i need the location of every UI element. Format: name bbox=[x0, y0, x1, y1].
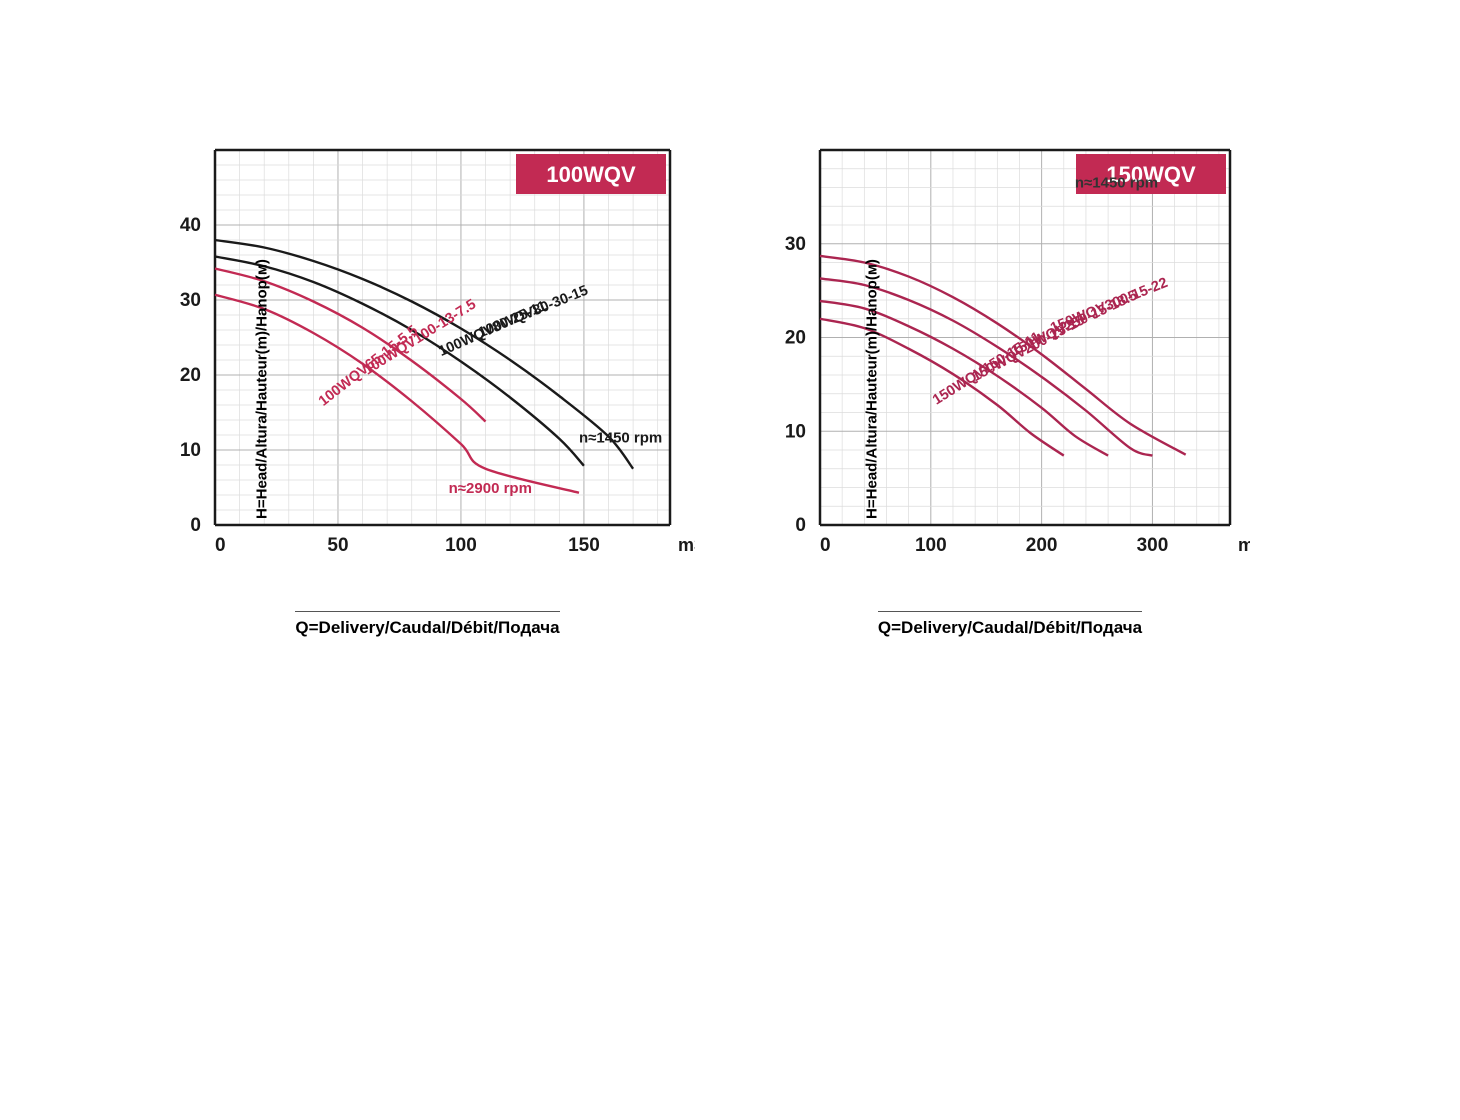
svg-text:10: 10 bbox=[785, 421, 806, 442]
svg-text:m3/h: m3/h bbox=[1238, 535, 1250, 555]
svg-text:n≈2900 rpm: n≈2900 rpm bbox=[449, 480, 532, 497]
svg-text:10: 10 bbox=[180, 440, 201, 461]
chart-100wqv-svg: 0 10 20 30 40 0 50 100 150 m3/h 100WQV n≈1450 rpm n≈… bbox=[160, 140, 695, 590]
svg-text:n≈1450 rpm: n≈1450 rpm bbox=[579, 430, 662, 447]
chart-100wqv-block: 0 10 20 30 40 0 50 100 150 m3/h 100WQV n≈1450 rpm n≈… bbox=[160, 140, 695, 638]
svg-text:100WQV: 100WQV bbox=[546, 162, 636, 187]
svg-text:20: 20 bbox=[785, 328, 806, 349]
svg-text:30: 30 bbox=[785, 234, 806, 255]
svg-text:m3/h: m3/h bbox=[678, 535, 695, 555]
svg-text:0: 0 bbox=[795, 515, 806, 536]
svg-text:150: 150 bbox=[568, 535, 600, 556]
chart-150wqv-ylabel: H=Head/Altura/Hauteur(m)/Hanop(м) bbox=[863, 259, 880, 519]
svg-text:n≈1450 rpm: n≈1450 rpm bbox=[1075, 175, 1158, 192]
svg-text:40: 40 bbox=[180, 215, 201, 236]
svg-text:0: 0 bbox=[215, 535, 226, 556]
svg-text:50: 50 bbox=[327, 535, 348, 556]
svg-text:30: 30 bbox=[180, 290, 201, 311]
svg-text:300: 300 bbox=[1137, 535, 1169, 556]
svg-text:0: 0 bbox=[190, 515, 201, 536]
svg-text:200: 200 bbox=[1026, 535, 1058, 556]
svg-text:100: 100 bbox=[445, 535, 477, 556]
chart-100wqv-ylabel: H=Head/Altura/Hauteur(m)/Hanop(м) bbox=[253, 259, 270, 519]
pump-curve-charts: 010203040050100150m3/h100WQVn≈1450 rpmn≈… bbox=[160, 140, 1250, 638]
chart-150wqv-block: 01020300100200300m3/h150WQVn≈1450 rpm150… bbox=[770, 140, 1250, 638]
svg-text:100: 100 bbox=[915, 535, 947, 556]
svg-text:0: 0 bbox=[820, 535, 831, 556]
chart-100wqv-xcaption: Q=Delivery/Caudal/Débit/Подача bbox=[295, 611, 559, 638]
chart-150wqv-xcaption: Q=Delivery/Caudal/Débit/Подача bbox=[878, 611, 1142, 638]
chart-150wqv-svg: 01020300100200300m3/h150WQVn≈1450 rpm150… bbox=[770, 140, 1250, 590]
svg-text:20: 20 bbox=[180, 365, 201, 386]
